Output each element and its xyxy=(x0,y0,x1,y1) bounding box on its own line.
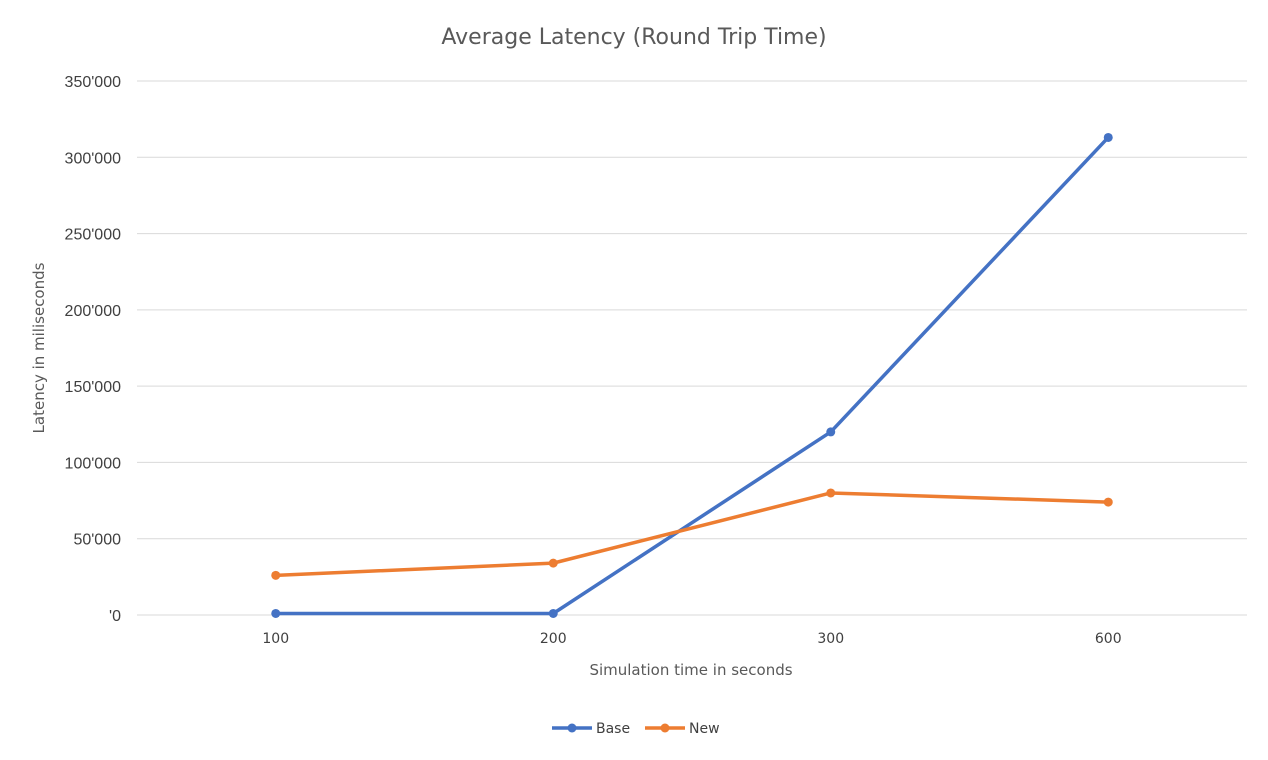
legend-label-base: Base xyxy=(596,721,630,737)
legend-marker-base xyxy=(567,723,577,733)
series-line-new xyxy=(274,491,1110,578)
y-tick-label: 350'000 xyxy=(65,74,122,91)
data-point-base xyxy=(1103,132,1113,142)
y-tick-label: '0 xyxy=(109,608,121,625)
data-point-new xyxy=(826,488,836,498)
y-tick-label: 100'000 xyxy=(65,455,122,472)
data-point-base xyxy=(548,608,558,618)
legend: Base New xyxy=(552,721,720,737)
data-point-new xyxy=(271,570,281,580)
series-new xyxy=(271,488,1113,580)
y-axis-ticks: '0 50'000 100'000 150'000 200'000 250'000 300'… xyxy=(65,74,122,625)
y-axis-label: Latency in miliseconds xyxy=(30,262,48,433)
x-axis-label: Simulation time in seconds xyxy=(589,661,792,679)
y-tick-label: 50'000 xyxy=(73,532,121,549)
chart-title: Average Latency (Round Trip Time) xyxy=(441,25,826,50)
data-point-new xyxy=(1103,497,1113,507)
data-point-base xyxy=(271,608,281,618)
y-tick-label: 300'000 xyxy=(65,150,122,167)
series-line-base xyxy=(274,135,1110,616)
legend-label-new: New xyxy=(689,721,720,737)
y-tick-label: 200'000 xyxy=(65,303,122,320)
legend-item-base: Base xyxy=(552,721,630,737)
x-tick-label: 600 xyxy=(1095,631,1122,647)
data-point-new xyxy=(548,558,558,568)
series-lines xyxy=(271,132,1113,618)
legend-marker-new xyxy=(660,723,670,733)
x-tick-label: 200 xyxy=(540,631,567,647)
series-base xyxy=(271,132,1113,618)
legend-item-new: New xyxy=(645,721,720,737)
x-tick-label: 100 xyxy=(262,631,289,647)
y-tick-label: 250'000 xyxy=(65,227,122,244)
x-tick-label: 300 xyxy=(817,631,844,647)
gridlines xyxy=(137,80,1247,616)
data-point-base xyxy=(826,427,836,437)
x-axis-ticks: 100 200 300 600 xyxy=(262,631,1121,647)
y-tick-label: 150'000 xyxy=(65,379,122,396)
